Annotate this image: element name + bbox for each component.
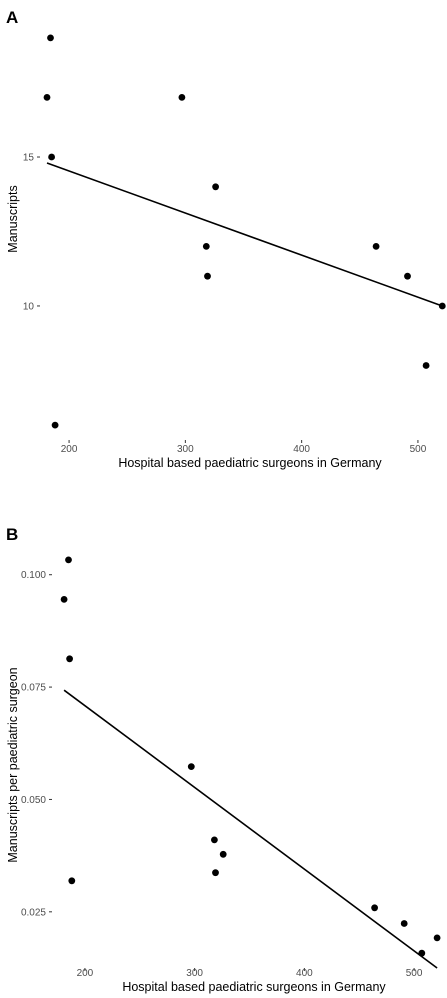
panel-b-x-tick-label-0: 200: [77, 968, 94, 979]
panel-a-y-axis-title: Manuscripts: [6, 185, 20, 252]
panel-a-y-tick-label-1: 15: [23, 153, 35, 164]
panel-a-data-point-6: [202, 243, 210, 250]
panel-b-data-point-11: [433, 934, 441, 942]
panel-b-x-ticks: 200 300 400 500: [77, 968, 423, 979]
panel-b-y-tick-label-0: 0.025: [21, 907, 46, 918]
panel-a-x-axis-title: Hospital based paediatric surgeons in Ge…: [118, 456, 382, 470]
panel-b-data-point-0: [65, 556, 72, 564]
panel-b-y-ticks: 0.025 0.050 0.075 0.100: [21, 570, 52, 918]
panel-a-points: [43, 34, 446, 429]
panel-b-data-point-1: [60, 596, 68, 603]
panel-a-y-tick-label-0: 10: [23, 301, 35, 312]
panel-a-data-point-2: [48, 153, 55, 161]
panel-a-x-tick-label-1: 300: [177, 444, 194, 455]
panel-b-data-point-9: [400, 920, 408, 927]
panel-b-trend: [63, 689, 438, 969]
panel-a-data-point-0: [47, 34, 54, 42]
panel-a-data-point-8: [372, 243, 380, 250]
panel-b-y-tick-label-1: 0.050: [21, 795, 46, 806]
panel-b-data-point-4: [187, 763, 195, 770]
panel-b-y-tick-label-2: 0.075: [21, 683, 46, 694]
panel-b-data-point-8: [371, 904, 378, 912]
panel-b-data-point-5: [211, 836, 218, 844]
panel-a-x-ticks: 200 300 400 500: [61, 440, 427, 455]
panel-b-x-tick-label-3: 500: [406, 968, 423, 979]
panel-b-x-tick-label-1: 300: [186, 968, 203, 979]
panel-b-data-point-7: [219, 850, 227, 858]
panel-a-data-point-5: [212, 183, 220, 191]
panel-a-x-tick-label-0: 200: [61, 444, 78, 455]
panel-b-trend-line: [63, 689, 438, 969]
panel-b-data-point-6: [212, 869, 219, 877]
panel-a-x-tick-label-3: 500: [410, 444, 427, 455]
panel-a-x-tick-label-2: 400: [293, 444, 310, 455]
panel-b: B 200 300 400 500 0.025 0.050 0.075 0.100 Hosp…: [6, 525, 441, 994]
panel-a-trend: [46, 162, 443, 307]
panel-a-trend-line: [46, 162, 443, 307]
panel-a-data-point-1: [43, 94, 51, 101]
panel-b-x-tick-label-2: 400: [296, 968, 313, 979]
panel-a-label: A: [6, 8, 18, 27]
panel-a-data-point-4: [178, 94, 186, 101]
panel-a-data-point-9: [404, 272, 411, 280]
panel-b-points: [60, 556, 441, 957]
panel-a-data-point-3: [51, 421, 59, 429]
panel-a-y-ticks: 10 15: [23, 153, 40, 312]
panel-b-x-axis-title: Hospital based paediatric surgeons in Ge…: [122, 980, 386, 994]
panel-b-y-axis-title: Manuscripts per paediatric surgeon: [6, 667, 20, 862]
panel-b-data-point-3: [68, 877, 76, 885]
panel-a-data-point-7: [204, 272, 211, 280]
panel-b-y-tick-label-3: 0.100: [21, 570, 46, 581]
panel-b-data-point-2: [66, 655, 73, 663]
panel-a-data-point-10: [422, 362, 430, 369]
panel-b-label: B: [6, 525, 18, 544]
panel-a: A 200 300 400 500 10 15 Hospital based paedi…: [6, 8, 446, 470]
